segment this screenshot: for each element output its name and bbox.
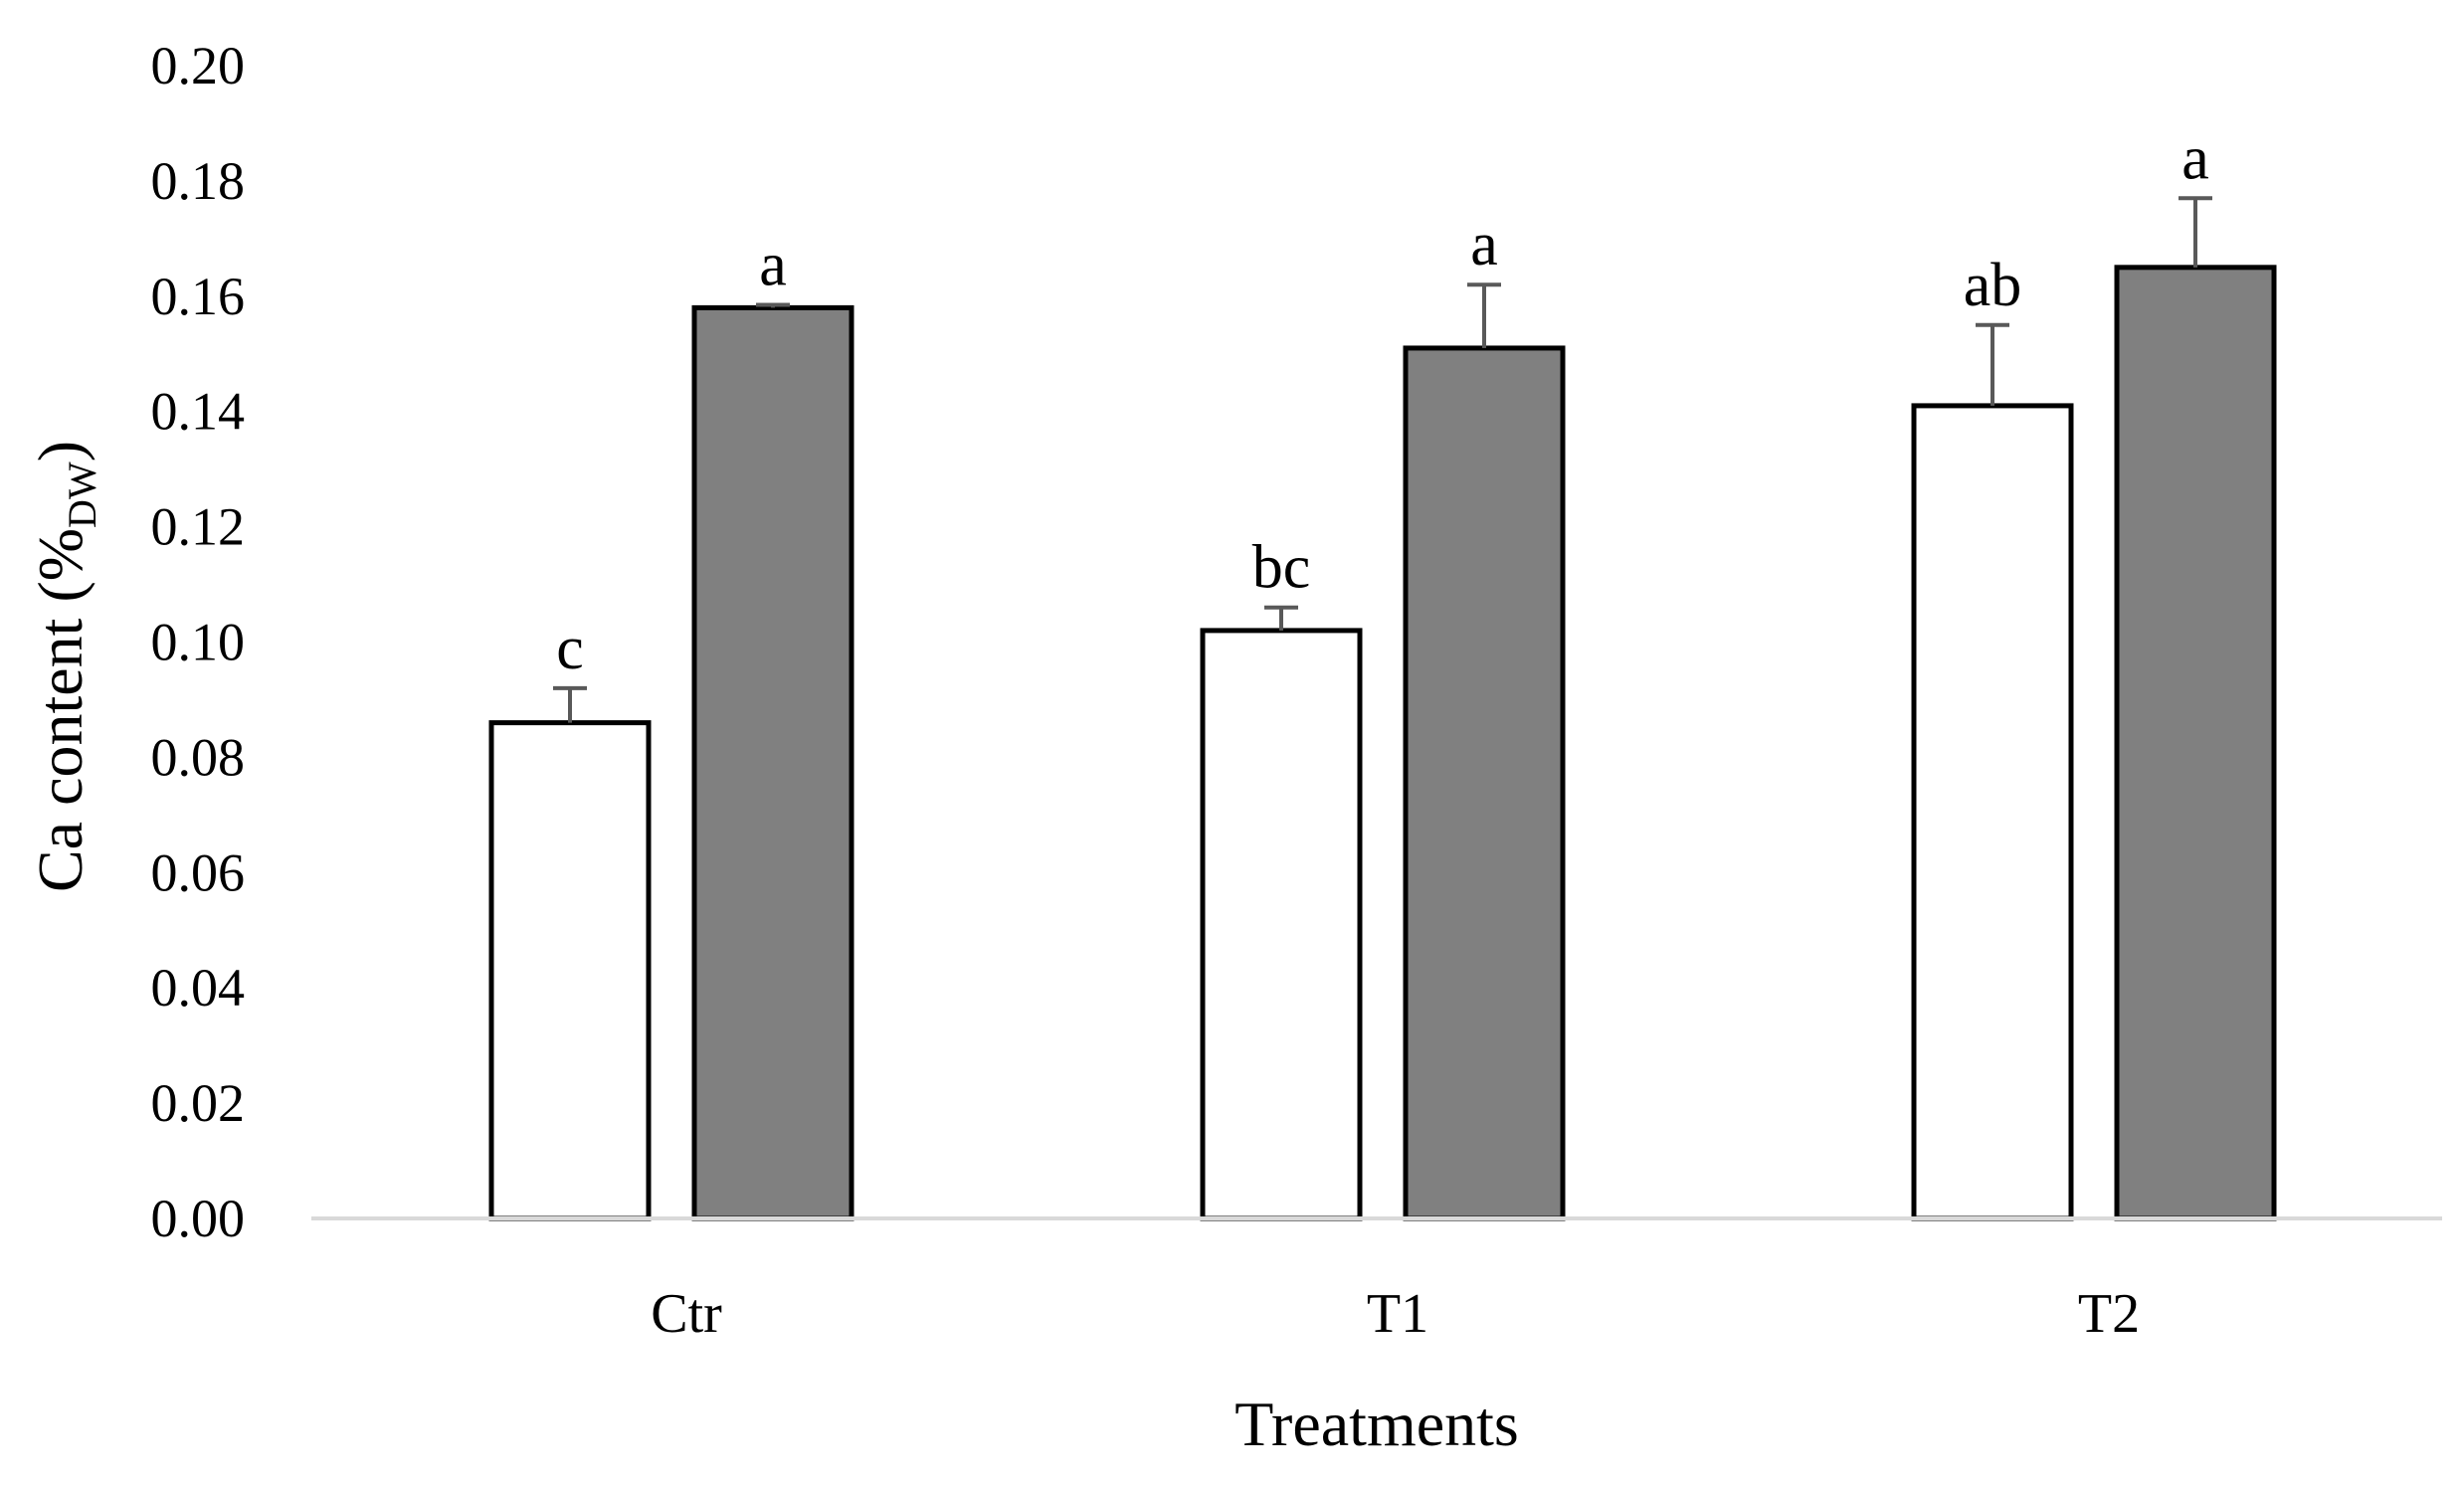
y-axis-title-subscript: DW [60, 462, 104, 528]
significance-labels: c bc ab a a a [556, 124, 2209, 682]
y-tick-label: 0.00 [151, 1189, 246, 1248]
bar-t1-series-1 [1200, 628, 1363, 1221]
y-tick-label: 0.12 [151, 497, 246, 557]
y-tick-label: 0.04 [151, 958, 246, 1018]
y-tick-label: 0.08 [151, 727, 246, 787]
y-tick-label: 0.14 [151, 382, 246, 442]
significance-label: ab [1964, 252, 2022, 319]
error-bars [553, 196, 2212, 723]
significance-label: a [1470, 211, 1498, 279]
x-category-label: T1 [1367, 1283, 1428, 1345]
bar-t2-series-1 [1911, 403, 2074, 1221]
x-category-label: Ctr [651, 1283, 722, 1345]
y-tick-label: 0.18 [151, 151, 246, 211]
y-axis-title-main: Ca content (% [25, 528, 95, 892]
y-tick-label: 0.06 [151, 842, 246, 902]
y-tick-label: 0.16 [151, 267, 246, 326]
y-axis-ticks: 0.00 0.02 0.04 0.06 0.08 0.10 0.12 0.14 0.16 0.18… [151, 36, 246, 1248]
y-tick-label: 0.10 [151, 613, 246, 672]
bar-ctr-series-1 [488, 720, 652, 1221]
bar-t1-series-2 [1403, 345, 1566, 1221]
y-axis-title: Ca content (%DW) [25, 441, 104, 892]
significance-label: a [759, 231, 787, 298]
significance-label: bc [1252, 534, 1311, 602]
significance-label: c [556, 615, 584, 682]
y-tick-label: 0.20 [151, 36, 246, 95]
y-axis-title-close: ) [25, 441, 95, 462]
bar-t2-series-2 [2114, 265, 2277, 1221]
y-tick-label: 0.02 [151, 1073, 246, 1133]
x-axis-title: Treatments [1234, 1389, 1519, 1459]
bar-ctr-series-2 [691, 304, 854, 1221]
x-category-label: T2 [2078, 1283, 2140, 1345]
bars [488, 265, 2277, 1221]
significance-label: a [2181, 124, 2209, 192]
x-axis-categories: Ctr T1 T2 [651, 1283, 2140, 1345]
